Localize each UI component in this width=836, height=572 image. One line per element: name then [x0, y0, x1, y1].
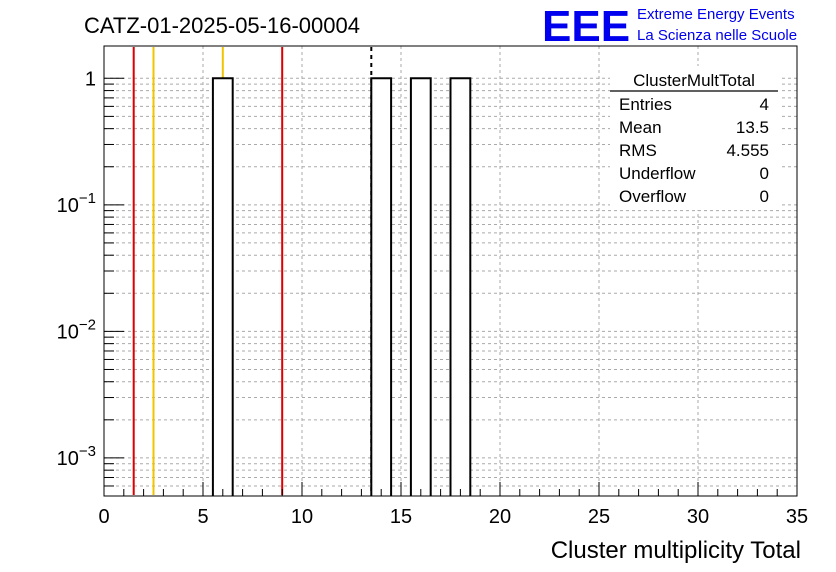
stats-row-label: RMS [619, 141, 657, 160]
stats-row-label: Overflow [619, 187, 687, 206]
x-tick-label: 35 [786, 506, 808, 528]
logo-line-2: La Scienza nelle Scuole [637, 27, 797, 44]
histogram-bar-fill [410, 78, 431, 496]
histogram-bar [370, 77, 393, 496]
x-tick-labels: 0 5 10 15 20 25 30 35 [98, 506, 808, 528]
y-tick-label: 10−3 [57, 443, 96, 470]
axis-ticks [103, 77, 798, 497]
stats-row-value: 0 [760, 164, 769, 183]
stats-box-title: ClusterMultTotal [633, 71, 755, 90]
stats-row-label: Underflow [619, 164, 696, 183]
y-tick-label: 1 [85, 68, 96, 90]
stats-box-bg [610, 66, 780, 210]
y-tick-label: 10−2 [57, 316, 96, 343]
histogram-bar [449, 77, 472, 496]
stats-row-value: 13.5 [736, 118, 769, 137]
logo-mark: EEE [542, 2, 630, 51]
stats-row-label: Entries [619, 95, 672, 114]
eee-logo: EEE Extreme Energy Events La Scienza nel… [542, 2, 797, 51]
logo-line-1: Extreme Energy Events [637, 6, 795, 23]
histogram-bar [409, 77, 432, 496]
stats-row-value: 4 [760, 95, 769, 114]
stats-row-value: 0 [760, 187, 769, 206]
histogram-bar-fill [371, 78, 392, 496]
x-axis-label: Cluster multiplicity Total [551, 537, 801, 564]
x-tick-label: 5 [197, 506, 208, 528]
y-tick-label: 10−1 [57, 190, 96, 217]
x-tick-label: 20 [489, 506, 511, 528]
stats-box: ClusterMultTotal Entries 4 Mean 13.5 RMS 4.55… [610, 66, 780, 210]
chart-title: CATZ-01-2025-05-16-00004 [84, 13, 360, 38]
x-tick-label: 10 [291, 506, 313, 528]
stats-row-label: Mean [619, 118, 662, 137]
x-tick-label: 30 [687, 506, 709, 528]
histogram-bar [211, 77, 234, 496]
histogram-bar-fill [212, 78, 233, 496]
x-tick-label: 15 [390, 506, 412, 528]
x-tick-label: 25 [588, 506, 610, 528]
stats-row-value: 4.555 [726, 141, 769, 160]
histogram-bars [211, 77, 472, 496]
histogram-bar-fill [450, 78, 471, 496]
reference-lines [132, 47, 373, 495]
x-tick-label: 0 [98, 506, 109, 528]
stats-rows: Entries 4 Mean 13.5 RMS 4.555 Underflow 0 Overfl… [619, 95, 769, 206]
y-tick-labels: 1 10−1 10−2 10−3 [57, 68, 96, 470]
